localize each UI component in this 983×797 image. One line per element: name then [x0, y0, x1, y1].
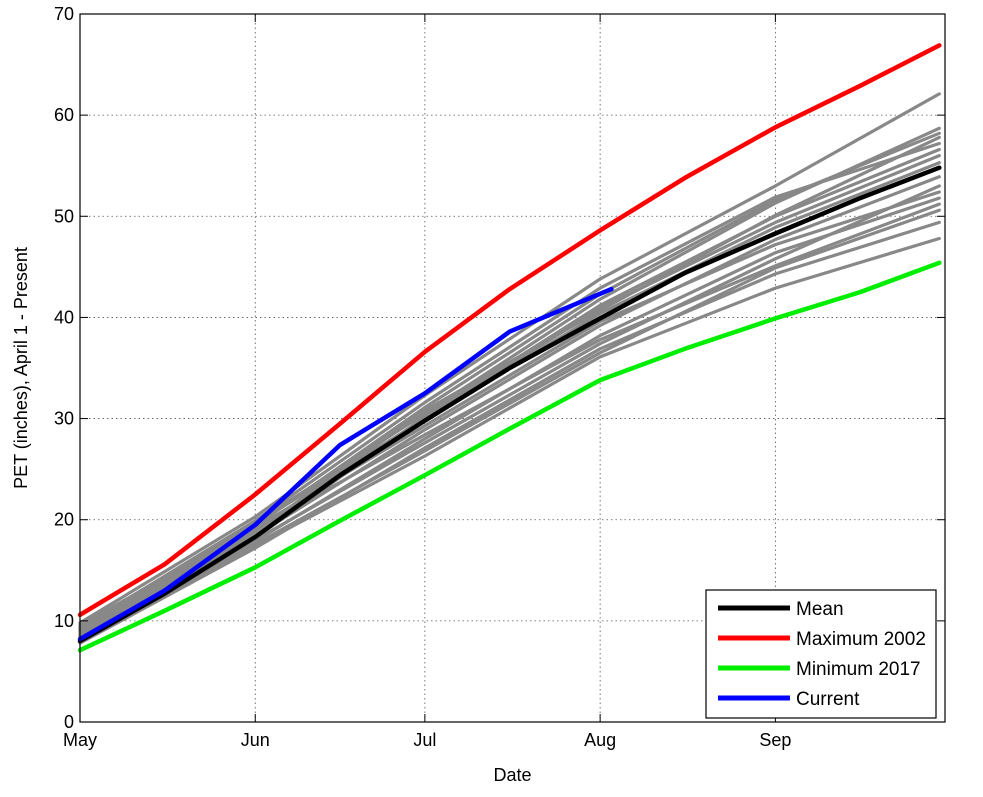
y-tick-label: 20: [54, 510, 74, 530]
series-line-minimum-2017: [77, 260, 942, 653]
tick-layer: 0 10 20 30 40 50 60 70 May Jun Jul Aug Sep: [54, 4, 945, 750]
series-line-current: [77, 286, 614, 642]
historical-year-line: [78, 141, 941, 630]
legend: Mean Maximum 2002 Minimum 2017 Current: [705, 589, 937, 719]
x-tick-label: Jun: [241, 730, 270, 750]
x-tick-label: Jul: [413, 730, 436, 750]
y-tick-label: 10: [54, 611, 74, 631]
series-layer: [77, 43, 942, 653]
grid-layer: [80, 14, 945, 722]
legend-label: Current: [796, 689, 860, 710]
y-tick-label: 40: [54, 307, 74, 327]
historical-year-line: [78, 175, 941, 637]
y-tick-label: 50: [54, 206, 74, 226]
y-tick-label: 0: [64, 712, 74, 732]
historical-year-line: [78, 92, 941, 625]
historical-year-line: [78, 154, 941, 631]
legend-label: Minimum 2017: [796, 659, 921, 680]
legend-label: Mean: [796, 599, 844, 620]
x-tick-label: Sep: [759, 730, 791, 750]
series-line-maximum-2002: [77, 43, 942, 618]
x-axis-label: Date: [493, 765, 531, 785]
y-tick-label: 70: [54, 4, 74, 24]
legend-label: Maximum 2002: [796, 629, 926, 650]
x-tick-label: May: [63, 730, 97, 750]
y-tick-label: 60: [54, 105, 74, 125]
x-tick-label: Aug: [584, 730, 616, 750]
legend-box: [705, 589, 937, 719]
historical-year-line: [78, 220, 941, 645]
historical-year-line: [78, 208, 941, 639]
series-line-mean: [77, 165, 942, 644]
axes-box: [79, 13, 946, 723]
y-axis-label: PET (inches), April 1 - Present: [11, 247, 31, 489]
y-tick-label: 30: [54, 409, 74, 429]
historical-year-line: [78, 236, 941, 642]
